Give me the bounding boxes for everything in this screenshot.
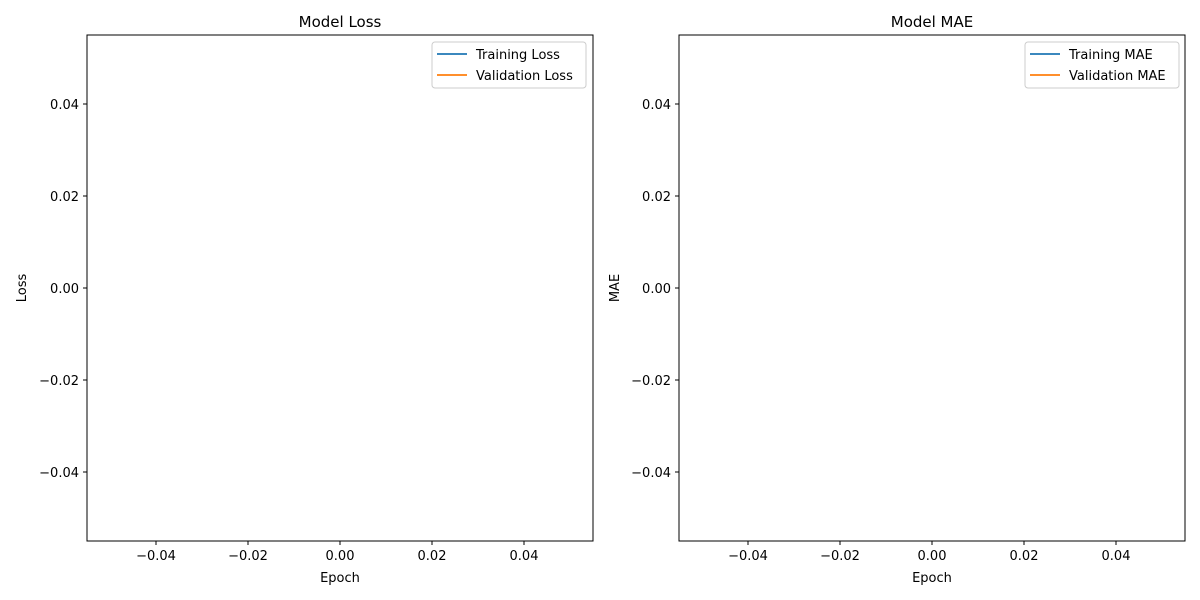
mae-chart: Model MAE −0.04 −0.02 0.00 0.02 0.04 −0.04−0…: [608, 13, 1186, 586]
loss-legend-label-training: Training Loss: [475, 48, 560, 63]
loss-legend-label-validation: Validation Loss: [476, 69, 573, 84]
loss-y-tick-label: −0.04: [39, 466, 79, 481]
mae-y-tick-label: 0.04: [642, 98, 671, 113]
loss-chart-title: Model Loss: [299, 13, 382, 31]
mae-x-tick-label: −0.04: [728, 549, 768, 564]
mae-x-tick-label: 0.02: [1010, 549, 1039, 564]
loss-y-axis-label: Loss: [15, 274, 30, 303]
mae-y-axis-label: MAE: [608, 274, 623, 302]
mae-y-tick-label: 0.02: [642, 190, 671, 205]
mae-legend: Training MAE Validation MAE: [1024, 41, 1180, 89]
mae-x-tick-label: −0.02: [820, 549, 860, 564]
loss-x-tick-label: −0.02: [228, 549, 268, 564]
loss-y-tick-label: 0.04: [50, 98, 79, 113]
mae-chart-title: Model MAE: [891, 13, 974, 31]
loss-x-tick-label: 0.04: [510, 549, 539, 564]
loss-x-axis: −0.04 −0.02 0.00 0.02 0.04: [136, 541, 538, 564]
mae-legend-box: [1024, 41, 1180, 89]
loss-legend: Training Loss Validation Loss: [431, 41, 587, 89]
loss-x-axis-label: Epoch: [320, 571, 360, 586]
loss-chart: Model Loss −0.04 −0.02 0.00 0.02 0.04 −0.04−…: [15, 13, 594, 586]
loss-y-tick-label: 0.02: [50, 190, 79, 205]
loss-x-tick-label: 0.00: [326, 549, 355, 564]
mae-x-tick-label: 0.04: [1102, 549, 1131, 564]
mae-y-tick-label: 0.00: [642, 282, 671, 297]
loss-y-axis: −0.04 −0.02 0.00 0.02 0.04: [39, 98, 87, 481]
mae-x-tick-label: 0.00: [918, 549, 947, 564]
mae-x-axis: −0.04 −0.02 0.00 0.02 0.04: [728, 541, 1130, 564]
loss-y-tick-label: −0.02: [39, 374, 79, 389]
loss-legend-box: [431, 41, 587, 89]
loss-x-tick-label: −0.04: [136, 549, 176, 564]
mae-legend-label-training: Training MAE: [1068, 48, 1153, 63]
mae-legend-label-validation: Validation MAE: [1069, 69, 1166, 84]
mae-x-axis-label: Epoch: [912, 571, 952, 586]
loss-y-tick-label: 0.00: [50, 282, 79, 297]
mae-y-axis: −0.04 −0.02 0.00 0.02 0.04: [631, 98, 679, 481]
mae-y-tick-label: −0.02: [631, 374, 671, 389]
loss-x-tick-label: 0.02: [418, 549, 447, 564]
mae-y-tick-label: −0.04: [631, 466, 671, 481]
